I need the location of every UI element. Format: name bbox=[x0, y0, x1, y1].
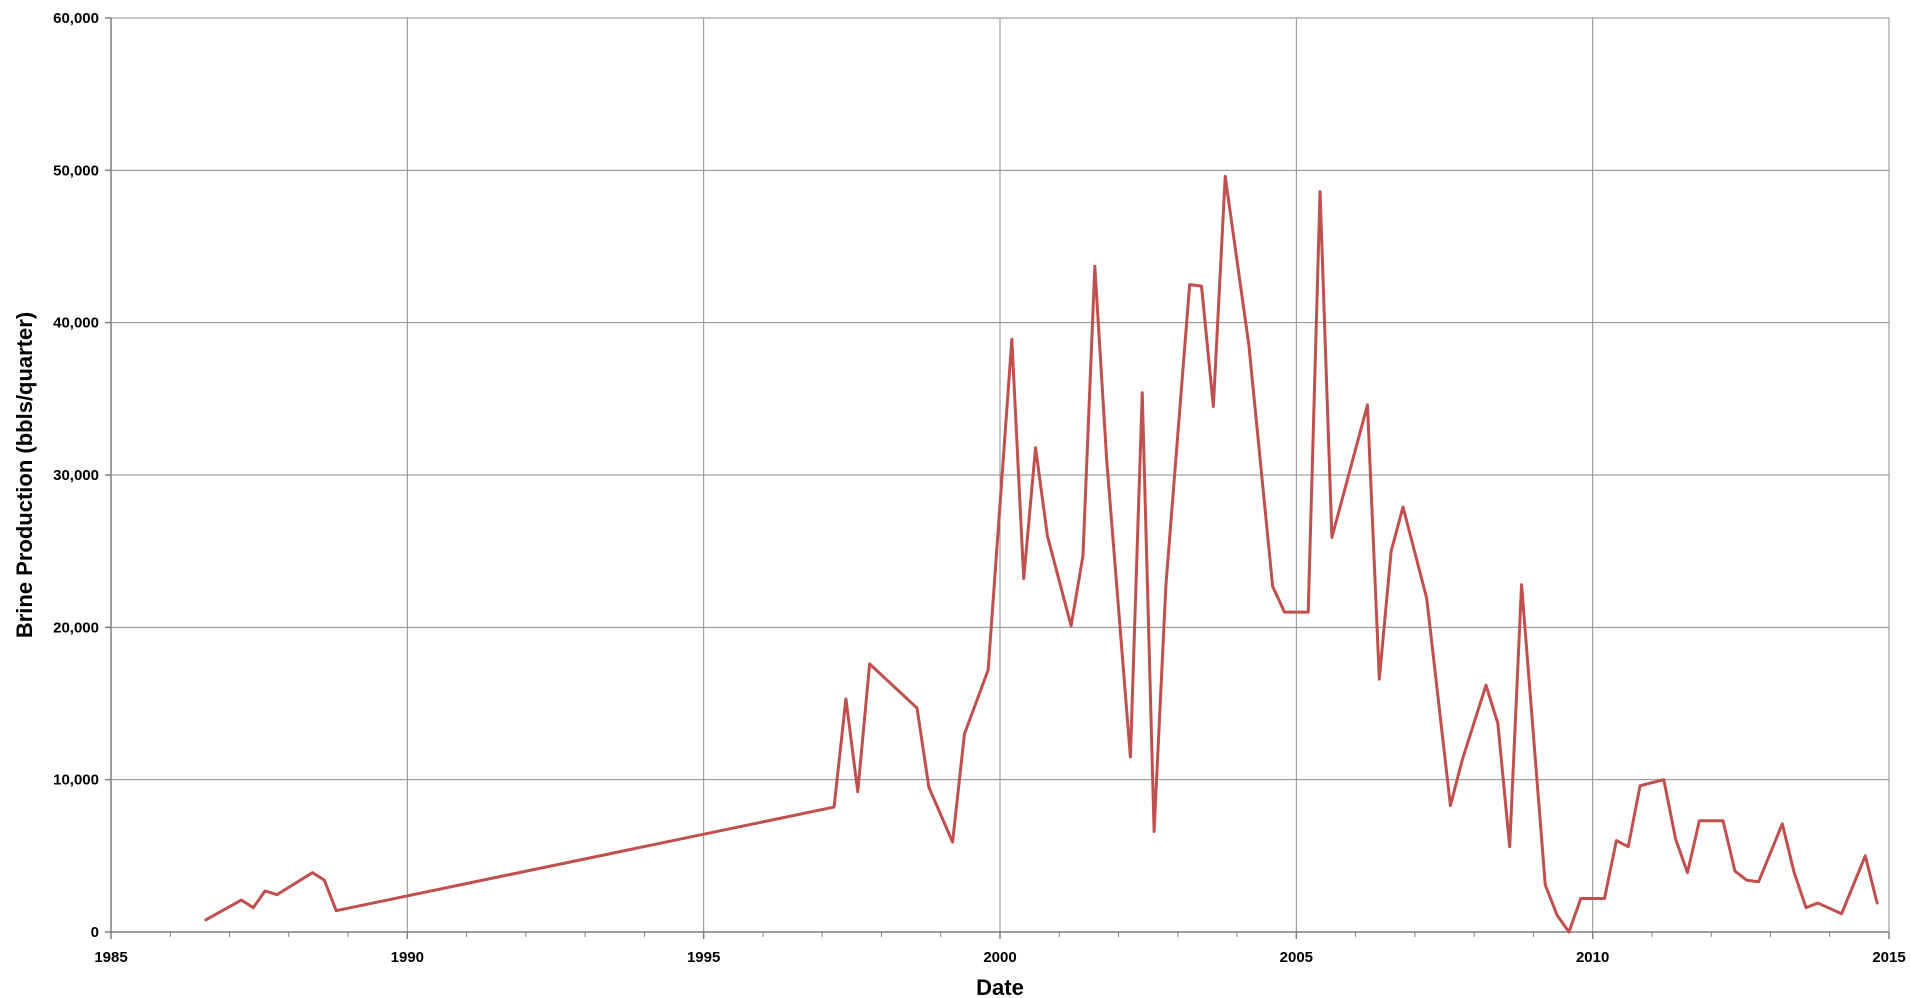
x-tick-label: 2010 bbox=[1576, 949, 1609, 966]
y-axis-tick-labels: 0 10,000 20,000 30,000 40,000 50,000 60,000 bbox=[53, 10, 99, 941]
x-axis-title: Date bbox=[976, 975, 1024, 998]
y-tick-label: 30,000 bbox=[53, 467, 99, 484]
y-tick-label: 10,000 bbox=[53, 772, 99, 789]
series bbox=[204, 174, 1879, 934]
x-axis-minor-ticks bbox=[169, 932, 1831, 937]
series-line bbox=[204, 174, 1879, 934]
x-tick-label: 2000 bbox=[983, 949, 1016, 966]
axes bbox=[105, 17, 1890, 939]
x-tick-label: 1995 bbox=[687, 949, 720, 966]
y-tick-label: 40,000 bbox=[53, 315, 99, 332]
y-tick-label: 20,000 bbox=[53, 619, 99, 636]
x-axis-tick-labels: 1985 1990 1995 2000 2005 2010 2015 bbox=[94, 949, 1905, 966]
x-tick-label: 2015 bbox=[1872, 949, 1905, 966]
grid-lines bbox=[111, 17, 1890, 932]
x-tick-label: 1990 bbox=[391, 949, 424, 966]
y-tick-label: 0 bbox=[91, 924, 99, 941]
y-tick-label: 50,000 bbox=[53, 162, 99, 179]
x-tick-label: 1985 bbox=[94, 949, 127, 966]
y-tick-label: 60,000 bbox=[53, 10, 99, 27]
x-tick-label: 2005 bbox=[1280, 949, 1313, 966]
y-axis-title: Brine Production (bbls/quarter) bbox=[12, 312, 37, 638]
